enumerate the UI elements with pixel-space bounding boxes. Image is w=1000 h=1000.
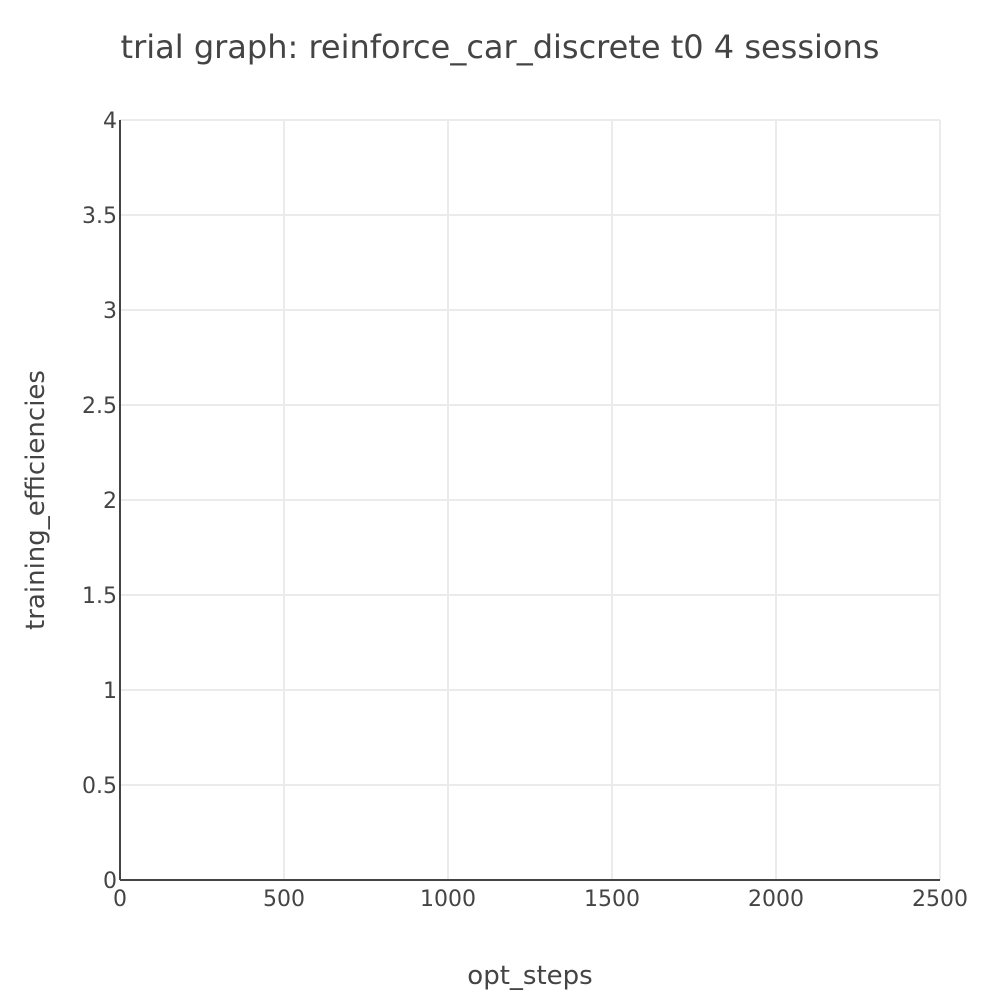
y-tick-label: 0.5 xyxy=(82,774,117,799)
y-tick-label: 2 xyxy=(103,489,117,514)
x-tick-label: 2000 xyxy=(748,887,804,912)
x-tick-label: 500 xyxy=(263,887,305,912)
y-tick-label: 0 xyxy=(103,869,117,894)
y-tick-label: 3 xyxy=(103,299,117,324)
grid-layer xyxy=(120,119,941,880)
x-tick-label: 2500 xyxy=(912,887,968,912)
y-tick-label: 1 xyxy=(103,679,117,704)
y-tick-label: 2.5 xyxy=(82,394,117,419)
x-tick-label: 1500 xyxy=(584,887,640,912)
y-tick-label: 3.5 xyxy=(82,204,117,229)
y-tick-label: 1.5 xyxy=(82,584,117,609)
y-axis-title: training_efficiencies xyxy=(21,370,51,630)
chart-title: trial graph: reinforce_car_discrete t0 4… xyxy=(120,28,880,66)
x-axis-title: opt_steps xyxy=(467,961,592,991)
axes-layer xyxy=(119,120,940,881)
x-tick-label: 0 xyxy=(113,887,127,912)
ticks-layer: 0 500 1000 1500 2000 2500 0 0.5 1 1.5 2 2.5 3 3.5 4 xyxy=(82,109,968,912)
y-tick-label: 4 xyxy=(103,109,117,134)
x-tick-label: 1000 xyxy=(420,887,476,912)
